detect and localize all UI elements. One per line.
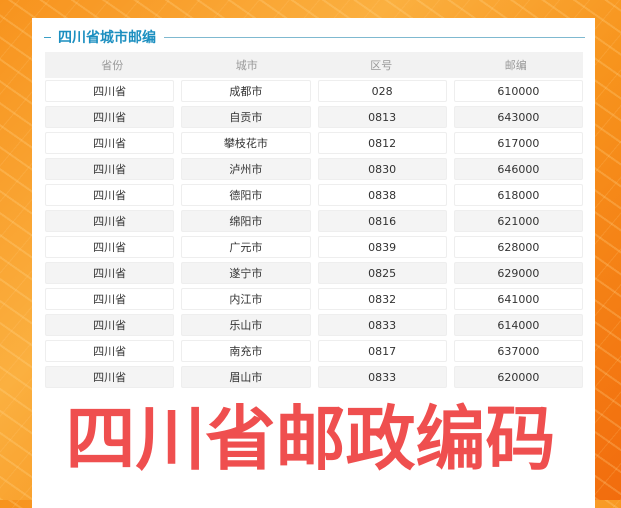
city-cell: 成都市 [181, 80, 311, 102]
postal-code-cell: 610000 [453, 80, 583, 102]
city-cell: 广元市 [181, 236, 311, 258]
province-cell: 四川省 [45, 340, 175, 362]
table-body: 四川省 成都市 028 610000 四川省 自贡市 0813 643000 四川省 攀枝花市 08… [45, 78, 583, 390]
postal-code-cell: 646000 [453, 158, 583, 180]
table-row: 四川省 自贡市 0813 643000 [45, 104, 583, 130]
province-cell: 四川省 [45, 80, 175, 102]
city-cell: 眉山市 [181, 366, 311, 388]
postal-code-cell: 618000 [453, 184, 583, 206]
section-title: 四川省城市邮编 [58, 30, 156, 46]
postal-code-cell: 614000 [453, 314, 583, 336]
area-code-cell: 0830 [317, 158, 447, 180]
area-code-cell: 0825 [317, 262, 447, 284]
area-code-cell: 0812 [317, 132, 447, 154]
province-cell: 四川省 [45, 236, 175, 258]
city-cell: 绵阳市 [181, 210, 311, 232]
province-cell: 四川省 [45, 132, 175, 154]
area-code-cell: 0813 [317, 106, 447, 128]
area-code-cell: 028 [317, 80, 447, 102]
postal-code-card: 四川省城市邮编 省份 城市 区号 邮编 四川省 成都市 028 610000 四川省 自贡… [32, 18, 595, 508]
province-cell: 四川省 [45, 106, 175, 128]
table-row: 四川省 南充市 0817 637000 [45, 338, 583, 364]
table-row: 四川省 攀枝花市 0812 617000 [45, 130, 583, 156]
area-code-cell: 0833 [317, 314, 447, 336]
area-code-cell: 0832 [317, 288, 447, 310]
postal-code-cell: 617000 [453, 132, 583, 154]
column-header-city: 城市 [235, 59, 258, 72]
postal-code-cell: 620000 [453, 366, 583, 388]
province-cell: 四川省 [45, 210, 175, 232]
table-row: 四川省 德阳市 0838 618000 [45, 182, 583, 208]
postal-code-cell: 637000 [453, 340, 583, 362]
province-cell: 四川省 [45, 288, 175, 310]
table-header: 省份 城市 区号 邮编 [45, 52, 583, 78]
city-cell: 泸州市 [181, 158, 311, 180]
table-row: 四川省 绵阳市 0816 621000 [45, 208, 583, 234]
title-divider [164, 36, 585, 38]
city-cell: 遂宁市 [181, 262, 311, 284]
area-code-cell: 0816 [317, 210, 447, 232]
postal-code-cell: 621000 [453, 210, 583, 232]
column-header-province: 省份 [101, 59, 124, 72]
area-code-cell: 0833 [317, 366, 447, 388]
table-row: 四川省 眉山市 0833 620000 [45, 364, 583, 390]
postal-code-cell: 628000 [453, 236, 583, 258]
table-row: 四川省 内江市 0832 641000 [45, 286, 583, 312]
area-code-cell: 0839 [317, 236, 447, 258]
postal-code-cell: 643000 [453, 106, 583, 128]
postal-code-cell: 641000 [453, 288, 583, 310]
city-cell: 自贡市 [181, 106, 311, 128]
city-cell: 攀枝花市 [181, 132, 311, 154]
area-code-cell: 0838 [317, 184, 447, 206]
city-cell: 南充市 [181, 340, 311, 362]
province-cell: 四川省 [45, 184, 175, 206]
province-cell: 四川省 [45, 262, 175, 284]
city-cell: 乐山市 [181, 314, 311, 336]
city-cell: 德阳市 [181, 184, 311, 206]
province-cell: 四川省 [45, 314, 175, 336]
city-cell: 内江市 [181, 288, 311, 310]
table-row: 四川省 成都市 028 610000 [45, 78, 583, 104]
overlay-watermark-text: 四川省邮政编码 [64, 398, 557, 480]
province-cell: 四川省 [45, 158, 175, 180]
postal-code-cell: 629000 [453, 262, 583, 284]
section-header: 四川省城市邮编 [44, 26, 585, 48]
area-code-cell: 0817 [317, 340, 447, 362]
table-row: 四川省 乐山市 0833 614000 [45, 312, 583, 338]
table-row: 四川省 广元市 0839 628000 [45, 234, 583, 260]
postal-code-table: 省份 城市 区号 邮编 四川省 成都市 028 610000 四川省 自贡市 0813 643… [45, 52, 583, 390]
title-dash [44, 36, 51, 38]
table-row: 四川省 泸州市 0830 646000 [45, 156, 583, 182]
column-header-area-code: 区号 [370, 59, 393, 72]
table-row: 四川省 遂宁市 0825 629000 [45, 260, 583, 286]
province-cell: 四川省 [45, 366, 175, 388]
column-header-postal-code: 邮编 [504, 59, 527, 72]
